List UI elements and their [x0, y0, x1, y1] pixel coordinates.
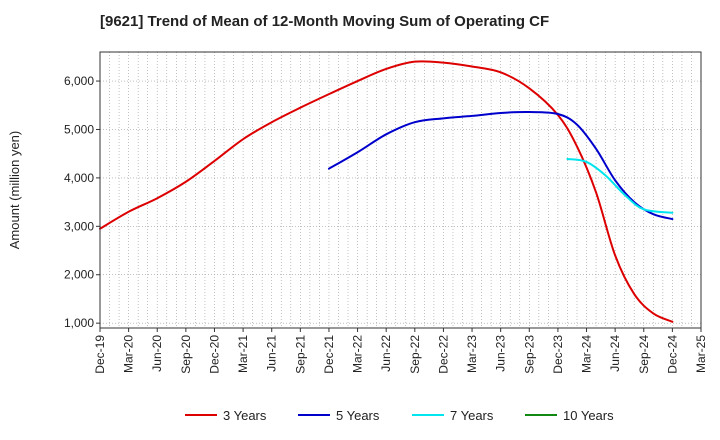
series-line-5-years: [327, 111, 674, 221]
chart-title: [9621] Trend of Mean of 12-Month Moving …: [100, 13, 550, 30]
y-tick-label: 3,000: [64, 219, 94, 233]
legend-label-7-years: 7 Years: [450, 408, 494, 423]
x-tick-label: Sep-24: [637, 335, 651, 374]
series-line-7-years: [566, 158, 674, 214]
x-tick-label: Sep-20: [179, 335, 193, 374]
x-tick-label: Jun-22: [379, 335, 393, 372]
series-line-3-years: [99, 60, 674, 323]
y-axis-ticks: 1,000 2,000 3,000 4,000 5,000 6,000: [64, 74, 100, 330]
y-axis-title: Amount (million yen): [7, 131, 22, 250]
x-tick-label: Mar-23: [465, 335, 479, 373]
x-tick-label: Jun-23: [494, 335, 508, 372]
y-tick-label: 1,000: [64, 316, 94, 330]
x-tick-label: Sep-23: [522, 335, 536, 374]
x-tick-label: Dec-21: [322, 335, 336, 374]
x-axis-ticks: Dec-19 Mar-20 Jun-20 Sep-20 Dec-20 Mar-21 Jun-…: [93, 328, 708, 374]
x-tick-label: Dec-23: [551, 335, 565, 374]
x-tick-label: Sep-22: [408, 335, 422, 374]
plot-frame: [99, 51, 702, 329]
x-tick-label: Jun-20: [150, 335, 164, 372]
x-tick-label: Jun-24: [608, 335, 622, 372]
y-tick-label: 4,000: [64, 171, 94, 185]
x-tick-label: Dec-24: [665, 335, 679, 374]
x-tick-label: Mar-21: [236, 335, 250, 373]
y-tick-label: 6,000: [64, 74, 94, 88]
legend-label-10-years: 10 Years: [563, 408, 614, 423]
x-tick-label: Mar-20: [122, 335, 136, 373]
x-tick-label: Jun-21: [265, 335, 279, 372]
series-layer: [99, 60, 674, 323]
x-tick-label: Mar-22: [351, 335, 365, 373]
x-tick-label: Dec-22: [436, 335, 450, 374]
x-tick-label: Sep-21: [293, 335, 307, 374]
x-tick-label: Dec-20: [207, 335, 221, 374]
legend-label-5-years: 5 Years: [336, 408, 380, 423]
y-tick-label: 5,000: [64, 122, 94, 136]
x-tick-label: Dec-19: [93, 335, 107, 374]
legend-label-3-years: 3 Years: [223, 408, 267, 423]
grid-layer: [100, 52, 701, 328]
y-tick-label: 2,000: [64, 268, 94, 282]
x-tick-label: Mar-24: [580, 335, 594, 373]
x-tick-label: Mar-25: [694, 335, 708, 373]
legend: 3 Years 5 Years 7 Years 10 Years: [185, 408, 614, 423]
